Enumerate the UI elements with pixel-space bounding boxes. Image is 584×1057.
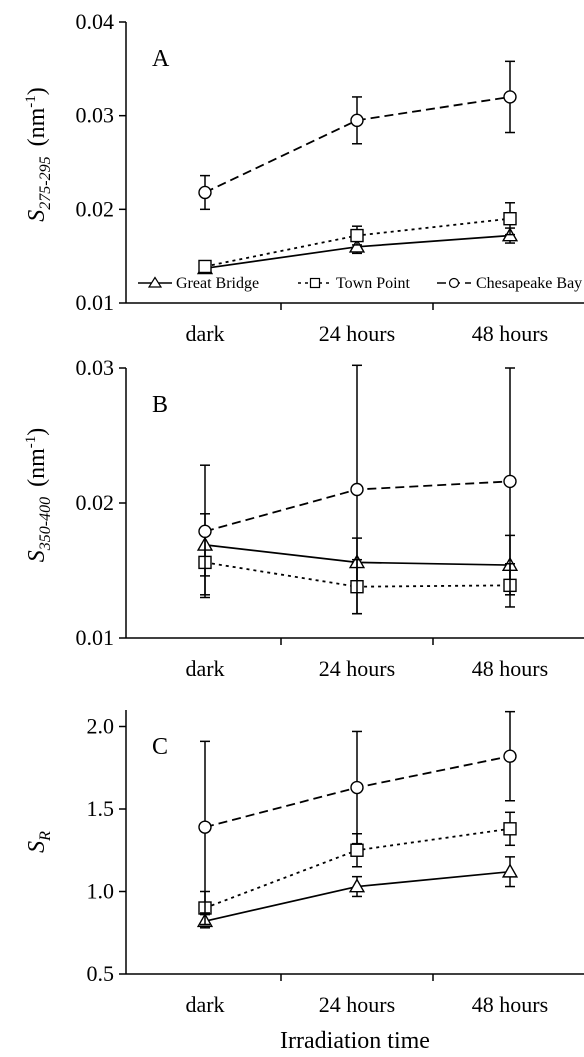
data-point: [350, 228, 364, 243]
data-point: [350, 780, 364, 795]
y-axis-title-symbol: S: [24, 210, 50, 222]
data-point: [503, 749, 517, 763]
series-chesapeake-bay: [198, 710, 517, 914]
x-tick-label: dark: [185, 656, 224, 681]
y-tick-label: 2.0: [87, 714, 115, 739]
x-tick-label: 24 hours: [319, 656, 395, 681]
panel-a: 0.01 0.02 0.03 0.04 dark 24 hours 48 hours A S27…: [23, 9, 584, 346]
series-chesapeake-bay: [198, 364, 517, 615]
data-point: [503, 474, 517, 489]
data-point: [348, 238, 366, 253]
panel-letter: A: [152, 46, 170, 72]
data-point: [501, 863, 519, 878]
series-town-point: [198, 811, 517, 926]
legend-entry: Town Point: [298, 275, 411, 292]
panel-letter: C: [152, 734, 168, 760]
series-line: [204, 561, 511, 588]
y-tick-label: 0.5: [87, 961, 115, 986]
data-point: [198, 185, 212, 200]
x-tick-label: dark: [185, 321, 224, 346]
data-point: [348, 878, 366, 893]
data-point: [503, 211, 517, 226]
legend-marker: [309, 277, 321, 289]
legend: Great Bridge Town Point Chesapeake Bay: [138, 275, 582, 292]
y-axis-title: SR: [24, 831, 54, 853]
series-town-point: [198, 202, 517, 274]
legend-label: Great Bridge: [176, 275, 259, 292]
legend-marker: [448, 277, 460, 289]
x-tick-label: 48 hours: [472, 656, 548, 681]
x-axis-title: Irradiation time: [280, 1028, 430, 1054]
data-point: [503, 822, 517, 836]
x-tick-label: dark: [185, 992, 224, 1017]
series-chesapeake-bay: [198, 60, 517, 211]
data-point: [198, 820, 212, 834]
y-axis-title-unit: (nm: [24, 448, 50, 487]
y-tick-label: 1.0: [87, 879, 115, 904]
data-point: [198, 259, 212, 274]
y-axis-title-subscript: R: [37, 831, 54, 842]
legend-entry: Chesapeake Bay: [437, 275, 582, 292]
y-tick-label: 0.02: [76, 196, 115, 221]
data-point: [350, 843, 364, 857]
y-axis-title: S350-400 (nm-1): [23, 428, 54, 563]
y-tick-label: 0.03: [76, 355, 115, 380]
x-tick-label: 24 hours: [319, 321, 395, 346]
legend-entry: Great Bridge: [138, 275, 259, 292]
x-tick-label: 24 hours: [319, 992, 395, 1017]
y-axis-title-symbol: S: [24, 841, 50, 853]
y-axis-title-unit-exponent: -1: [23, 95, 39, 108]
panel-c: 0.5 1.0 1.5 2.0 dark 24 hours 48 hours C SR Irrad…: [24, 710, 584, 1054]
y-axis-title-unit-exponent: -1: [23, 436, 39, 449]
data-point: [350, 482, 364, 497]
y-axis-title-symbol: S: [24, 550, 50, 562]
legend-marker: [147, 276, 163, 288]
data-point: [350, 113, 364, 128]
panel-letter: B: [152, 392, 168, 418]
y-tick-label: 0.01: [76, 290, 115, 315]
legend-label: Town Point: [336, 275, 411, 292]
y-tick-label: 0.03: [76, 103, 115, 128]
x-tick-label: 48 hours: [472, 321, 548, 346]
y-axis-title-unit-close: ): [24, 428, 50, 436]
y-axis-title-unit: (nm: [24, 107, 50, 146]
y-axis-title-subscript: 350-400: [37, 497, 54, 551]
y-axis-title-subscript: 275-295: [37, 156, 54, 209]
y-tick-label: 0.02: [76, 490, 115, 515]
y-axis-title: S275-295 (nm-1): [23, 87, 54, 222]
x-tick-label: 48 hours: [472, 992, 548, 1017]
data-point: [503, 90, 517, 104]
data-point: [198, 524, 212, 539]
legend-label: Chesapeake Bay: [476, 275, 582, 292]
y-tick-label: 0.01: [76, 625, 115, 650]
y-tick-label: 0.04: [76, 9, 115, 34]
y-tick-label: 1.5: [87, 796, 115, 821]
panel-b: 0.01 0.02 0.03 dark 24 hours 48 hours B S350-40…: [23, 355, 584, 681]
y-axis-title-unit-close: ): [24, 87, 50, 95]
